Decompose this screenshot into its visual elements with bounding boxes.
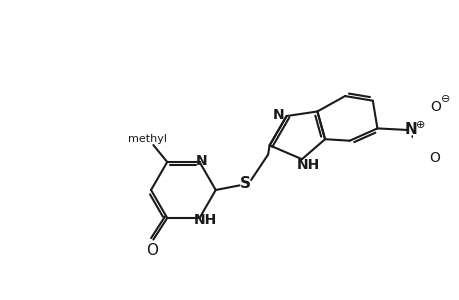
Text: NH: NH <box>296 158 319 172</box>
Text: N: N <box>273 107 284 122</box>
Text: O: O <box>146 243 157 258</box>
Text: ⊕: ⊕ <box>415 120 424 130</box>
Text: N: N <box>195 154 207 168</box>
Text: O: O <box>430 100 441 114</box>
Text: S: S <box>239 176 250 191</box>
Text: methyl: methyl <box>128 134 166 144</box>
Text: NH: NH <box>194 212 217 226</box>
Text: O: O <box>428 151 439 165</box>
Text: ⊖: ⊖ <box>440 94 449 104</box>
Text: N: N <box>404 122 417 137</box>
